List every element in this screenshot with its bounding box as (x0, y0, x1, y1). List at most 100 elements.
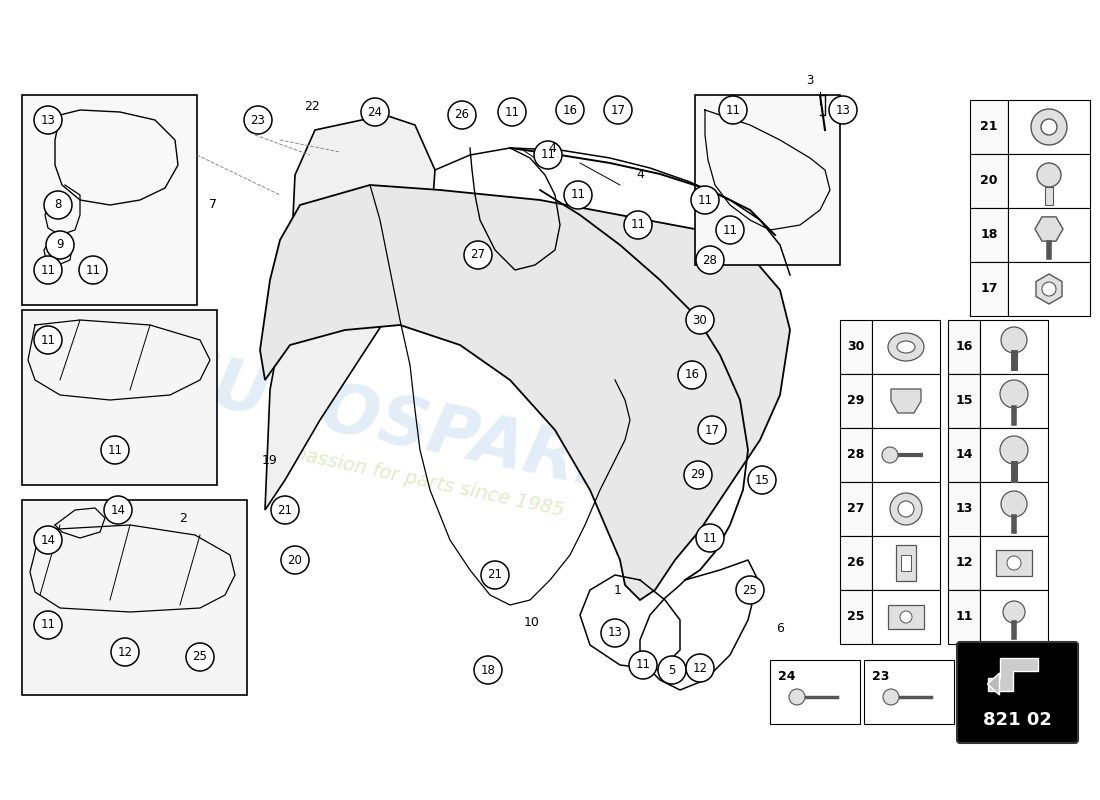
Text: 19: 19 (262, 454, 278, 466)
Circle shape (789, 689, 805, 705)
Text: 26: 26 (847, 557, 865, 570)
Text: 11: 11 (41, 334, 55, 346)
Text: 25: 25 (742, 583, 758, 597)
Circle shape (684, 461, 712, 489)
Text: 25: 25 (847, 610, 865, 623)
Circle shape (1000, 380, 1028, 408)
Circle shape (1001, 491, 1027, 517)
Text: 25: 25 (192, 650, 208, 663)
Circle shape (882, 447, 898, 463)
Text: 14: 14 (110, 503, 125, 517)
Circle shape (1006, 556, 1021, 570)
Circle shape (481, 561, 509, 589)
Circle shape (829, 96, 857, 124)
Text: 6: 6 (777, 622, 784, 634)
Circle shape (534, 141, 562, 169)
Bar (901, 555, 911, 571)
Circle shape (34, 611, 62, 639)
Polygon shape (988, 658, 1037, 691)
Circle shape (604, 96, 632, 124)
Circle shape (698, 416, 726, 444)
Circle shape (271, 496, 299, 524)
Bar (22, 500, 248, 695)
Bar (1008, 262, 1090, 316)
Text: 20: 20 (287, 554, 303, 566)
Circle shape (186, 643, 214, 671)
Text: 8: 8 (54, 198, 62, 211)
Text: 27: 27 (471, 249, 485, 262)
Text: 11: 11 (41, 263, 55, 277)
Text: 821 02: 821 02 (983, 711, 1052, 729)
Bar (872, 536, 940, 590)
Text: 11: 11 (108, 443, 122, 457)
Text: 21: 21 (487, 569, 503, 582)
Text: 11: 11 (86, 263, 100, 277)
Text: 28: 28 (703, 254, 717, 266)
Polygon shape (1035, 217, 1063, 241)
Circle shape (1041, 119, 1057, 135)
Circle shape (244, 106, 272, 134)
Circle shape (44, 191, 72, 219)
Text: 22: 22 (304, 101, 320, 114)
Circle shape (900, 611, 912, 623)
Bar (980, 374, 1048, 428)
Text: 16: 16 (955, 341, 972, 354)
Bar (840, 536, 872, 590)
Bar (970, 100, 1008, 154)
Text: 13: 13 (607, 626, 623, 639)
Bar (864, 660, 954, 724)
Bar (948, 320, 980, 374)
Circle shape (564, 181, 592, 209)
Circle shape (464, 241, 492, 269)
Circle shape (624, 211, 652, 239)
Circle shape (748, 466, 775, 494)
Text: 11: 11 (726, 103, 740, 117)
Circle shape (498, 98, 526, 126)
Circle shape (1037, 163, 1062, 187)
Bar (22, 310, 217, 485)
Circle shape (111, 638, 139, 666)
Text: 4: 4 (548, 142, 556, 154)
Circle shape (686, 306, 714, 334)
Bar (896, 545, 916, 581)
Text: 18: 18 (481, 663, 495, 677)
Circle shape (898, 501, 914, 517)
Circle shape (1042, 282, 1056, 296)
Bar (1008, 154, 1090, 208)
Circle shape (678, 361, 706, 389)
Text: 11: 11 (540, 149, 556, 162)
Text: 2: 2 (179, 511, 187, 525)
Circle shape (658, 656, 686, 684)
Circle shape (101, 436, 129, 464)
Polygon shape (891, 389, 921, 413)
Circle shape (719, 96, 747, 124)
Text: 30: 30 (847, 341, 865, 354)
Text: 27: 27 (847, 502, 865, 515)
Text: 12: 12 (955, 557, 972, 570)
Text: 13: 13 (955, 502, 972, 515)
Bar (770, 660, 860, 724)
Circle shape (1001, 327, 1027, 353)
Text: 4: 4 (636, 169, 644, 182)
Text: 24: 24 (367, 106, 383, 118)
Bar (996, 550, 1032, 576)
Text: 23: 23 (251, 114, 265, 126)
Text: 30: 30 (693, 314, 707, 326)
Circle shape (34, 326, 62, 354)
Circle shape (696, 246, 724, 274)
Bar (840, 374, 872, 428)
Text: 24: 24 (778, 670, 795, 683)
Text: 11: 11 (41, 618, 55, 631)
Circle shape (34, 526, 62, 554)
Circle shape (629, 651, 657, 679)
Text: 14: 14 (955, 449, 972, 462)
Polygon shape (988, 673, 1000, 695)
Text: 1: 1 (614, 583, 622, 597)
Circle shape (34, 106, 62, 134)
Bar (888, 605, 924, 629)
Text: 11: 11 (571, 189, 585, 202)
Circle shape (716, 216, 744, 244)
Bar (948, 590, 980, 644)
Ellipse shape (896, 341, 915, 353)
Text: 20: 20 (980, 174, 998, 187)
